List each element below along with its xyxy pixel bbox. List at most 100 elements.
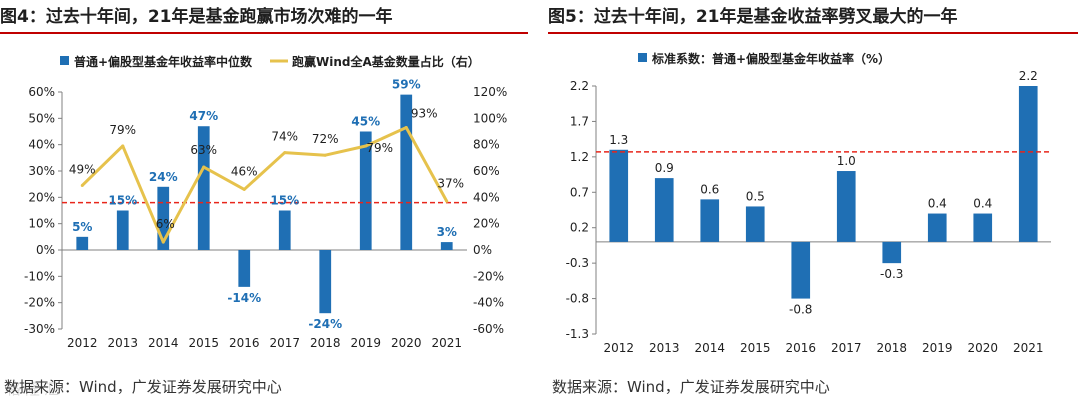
y2-tick-label: -60% [473, 322, 504, 336]
line-point [323, 153, 327, 157]
bar [973, 213, 993, 242]
y-tick-label: -1.3 [566, 327, 589, 341]
line-point [161, 240, 165, 244]
y-tick-label: 0.2 [570, 221, 589, 235]
bar [1018, 86, 1038, 242]
y2-tick-label: -40% [473, 296, 504, 310]
bar-data-label: -0.8 [789, 303, 812, 317]
line-point [202, 165, 206, 169]
x-tick-label: 2017 [831, 341, 862, 355]
y-tick-label: 40% [28, 138, 55, 152]
y2-tick-label: -20% [473, 269, 504, 283]
x-tick-label: 2013 [107, 336, 138, 350]
x-tick-label: 2018 [310, 336, 341, 350]
y2-tick-label: 40% [473, 190, 500, 204]
bar-data-label: 0.9 [655, 161, 674, 175]
y2-tick-label: 20% [473, 217, 500, 231]
bar-data-label: 0.4 [928, 197, 947, 211]
x-tick-label: 2019 [922, 341, 953, 355]
x-tick-label: 2021 [1013, 341, 1044, 355]
y2-tick-label: 120% [473, 85, 507, 99]
y-tick-label: 0.7 [570, 185, 589, 199]
line-data-label: 6% [156, 217, 175, 231]
x-tick-label: 2016 [785, 341, 816, 355]
y-tick-label: 20% [28, 190, 55, 204]
bar [700, 199, 720, 242]
y-tick-label: 1.7 [570, 114, 589, 128]
y2-tick-label: 60% [473, 164, 500, 178]
x-tick-label: 2015 [188, 336, 219, 350]
line-data-label: 79% [109, 123, 136, 137]
line-point [445, 199, 449, 203]
y-tick-label: 10% [28, 217, 55, 231]
line-point [404, 126, 408, 130]
x-tick-label: 2020 [967, 341, 998, 355]
bar-data-label: 45% [351, 115, 380, 129]
line-point [80, 183, 84, 187]
bar [836, 171, 856, 242]
line-data-label: 72% [312, 132, 339, 146]
bar [654, 178, 674, 242]
line-data-label: 74% [271, 130, 298, 144]
x-tick-label: 2014 [694, 341, 725, 355]
chart-fig5: -1.3 -0.8 -0.3 0.2 0.7 1.2 1.7 2.2 2012 2013 2014 2… [566, 51, 1051, 355]
bar [76, 236, 89, 250]
bar-data-label: 1.0 [837, 154, 856, 168]
x-tick-label: 2017 [269, 336, 300, 350]
bar [278, 210, 291, 250]
bar [440, 242, 453, 250]
bar [400, 94, 413, 250]
legend-swatch-bar [638, 53, 647, 62]
x-tick-label: 2018 [876, 341, 907, 355]
line-point [364, 144, 368, 148]
chart-panel-fig5: 图5：过去十年间，21年是基金收益率劈叉最大的一年 -1.3 -0.8 -0.3 0.… [548, 0, 1080, 409]
bar-data-label: 0.6 [700, 182, 719, 196]
y2-tick-label: 100% [473, 111, 507, 125]
bar-data-label: 1.3 [609, 133, 628, 147]
line-data-label: 79% [366, 141, 393, 155]
legend-swatch-bar [60, 56, 69, 65]
y-tick-label: 2.2 [570, 79, 589, 93]
bar-data-label: 5% [72, 220, 92, 234]
x-tick-label: 2012 [67, 336, 98, 350]
y-tick-label: 30% [28, 164, 55, 178]
bar-data-label: -24% [308, 317, 342, 331]
x-tick-label: 2012 [603, 341, 634, 355]
chart-panel-fig4: 图4：过去十年间，21年是基金跑赢市场次难的一年 -30% -20% -10% 0% 1… [0, 0, 532, 409]
bar [791, 241, 811, 299]
bar [197, 126, 210, 250]
title-divider [0, 32, 528, 34]
bar-data-label: -0.3 [880, 267, 903, 281]
bar [927, 213, 947, 242]
line-data-label: 63% [190, 143, 217, 157]
bar [882, 241, 902, 264]
line-data-label: 93% [411, 107, 438, 121]
chart-title: 图4：过去十年间，21年是基金跑赢市场次难的一年 [0, 7, 393, 27]
bar-data-label: 47% [189, 109, 218, 123]
line-data-label: 46% [231, 164, 258, 178]
legend-label: 跑赢Wind全A基金数量占比（右） [292, 54, 480, 69]
y-tick-label: 60% [28, 85, 55, 99]
legend-label: 普通+偏股型基金年收益率中位数 [74, 54, 253, 69]
x-tick-label: 2013 [649, 341, 680, 355]
source-note: 数据来源：Wind，广发证券发展研究中心 [4, 378, 282, 396]
legend-label: 标准系数：普通+偏股型基金年收益率（%） [651, 51, 890, 66]
y-tick-label: 1.2 [570, 150, 589, 164]
bar [319, 250, 332, 314]
y-tick-label: -30% [24, 322, 55, 336]
y-tick-label: 50% [28, 111, 55, 125]
line-point [242, 187, 246, 191]
bar-data-label: 3% [437, 225, 457, 239]
bar-data-label: 15% [108, 194, 137, 208]
bar-data-label: 2.2 [1019, 69, 1038, 83]
bar [157, 186, 170, 250]
bar-data-label: 59% [392, 78, 421, 92]
bar [238, 250, 251, 287]
x-tick-label: 2016 [229, 336, 260, 350]
x-tick-label: 2014 [148, 336, 179, 350]
y2-tick-label: 0% [473, 243, 492, 257]
source-note: 数据来源：Wind，广发证券发展研究中心 [552, 378, 830, 396]
x-tick-label: 2019 [350, 336, 381, 350]
x-tick-label: 2020 [391, 336, 422, 350]
y-tick-label: -20% [24, 296, 55, 310]
